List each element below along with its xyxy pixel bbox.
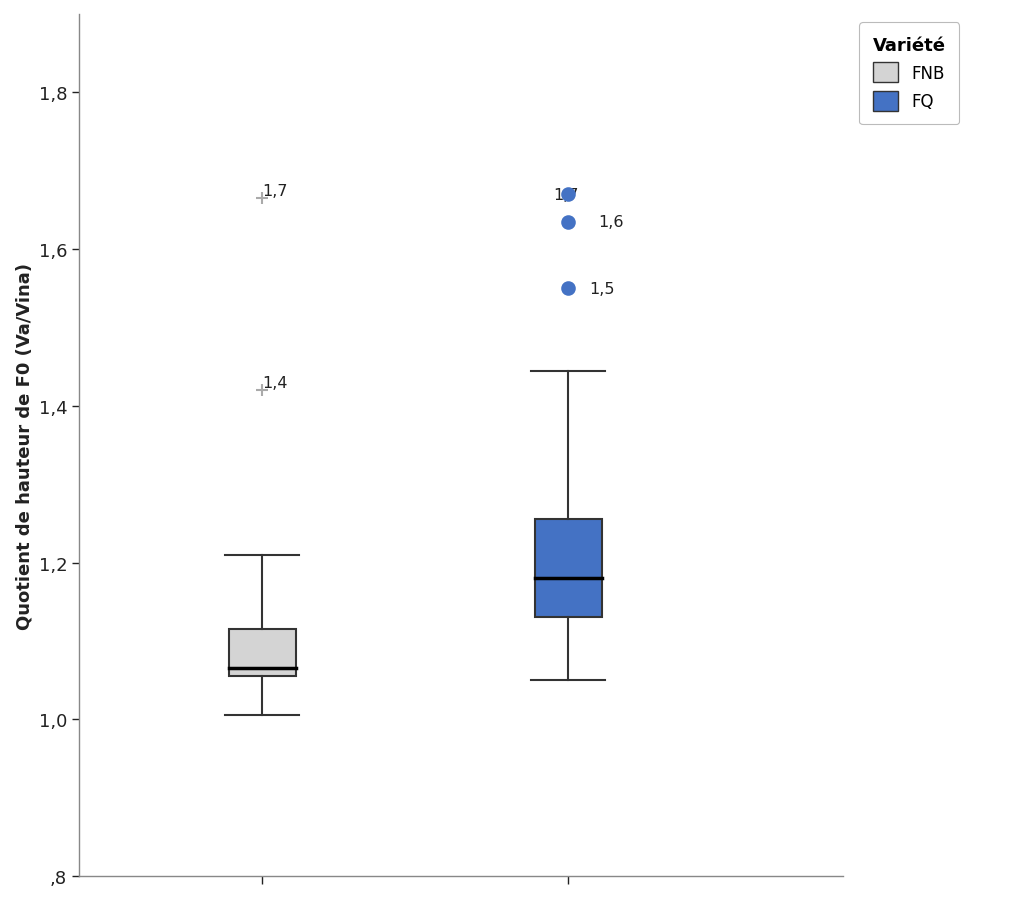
Bar: [534, 520, 601, 618]
Legend: FNB, FQ: FNB, FQ: [860, 23, 959, 125]
Text: 1,7: 1,7: [553, 188, 578, 203]
Y-axis label: Quotient de hauteur de F0 (Va/Vina): Quotient de hauteur de F0 (Va/Vina): [15, 262, 33, 629]
Text: 1,6: 1,6: [598, 215, 624, 230]
Text: 1,7: 1,7: [262, 184, 288, 198]
Text: 1,4: 1,4: [262, 375, 288, 391]
Bar: [229, 630, 296, 676]
Text: 1,5: 1,5: [589, 281, 615, 297]
